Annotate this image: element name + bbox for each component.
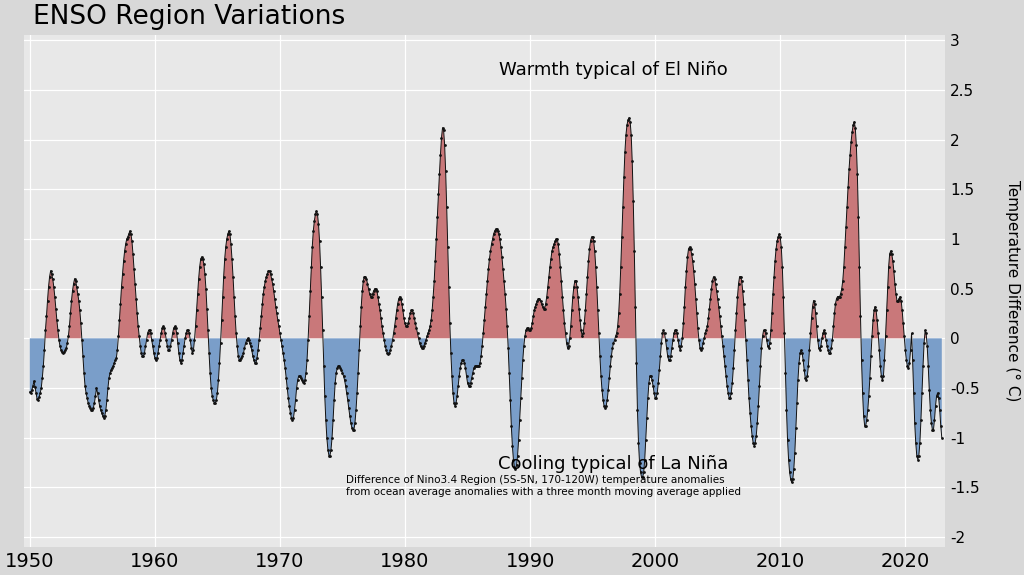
Text: Warmth typical of El Niño: Warmth typical of El Niño [499,61,728,79]
Y-axis label: Temperature Difference (° C): Temperature Difference (° C) [1005,181,1020,402]
Text: ENSO Region Variations: ENSO Region Variations [33,4,345,30]
Text: Difference of Nino3.4 Region (5S-5N, 170-120W) temperature anomalies
from ocean : Difference of Nino3.4 Region (5S-5N, 170… [346,476,741,497]
Text: Cooling typical of La Niña: Cooling typical of La Niña [499,455,729,473]
